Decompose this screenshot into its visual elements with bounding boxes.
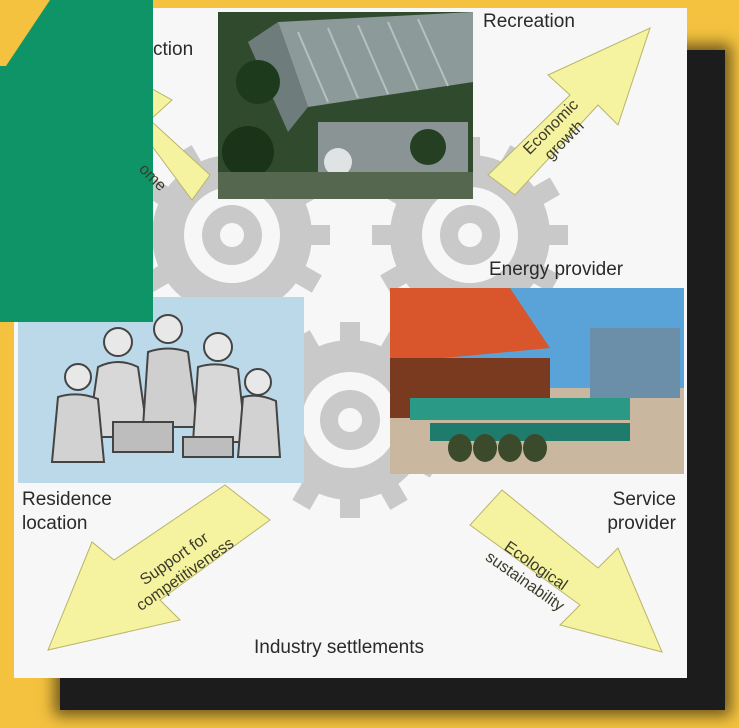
economic-growth-arrow — [487, 27, 651, 196]
label-recreation: Recreation — [483, 11, 575, 32]
support-arrow — [47, 484, 271, 651]
industrial-facility-photo — [390, 288, 684, 474]
green-overlay-block — [0, 0, 153, 322]
label-production: ction — [153, 39, 194, 60]
label-residence-location: Residence location — [22, 489, 112, 534]
label-service-provider: Service provider — [607, 489, 676, 534]
industrial-building-photo — [218, 12, 473, 199]
people-group-illustration — [18, 297, 304, 483]
label-energy-provider: Energy provider — [489, 259, 624, 280]
ecological-arrow — [469, 489, 663, 653]
yellow-curve-accent — [0, 0, 50, 66]
label-industry-settlements: Industry settlements — [254, 637, 425, 658]
